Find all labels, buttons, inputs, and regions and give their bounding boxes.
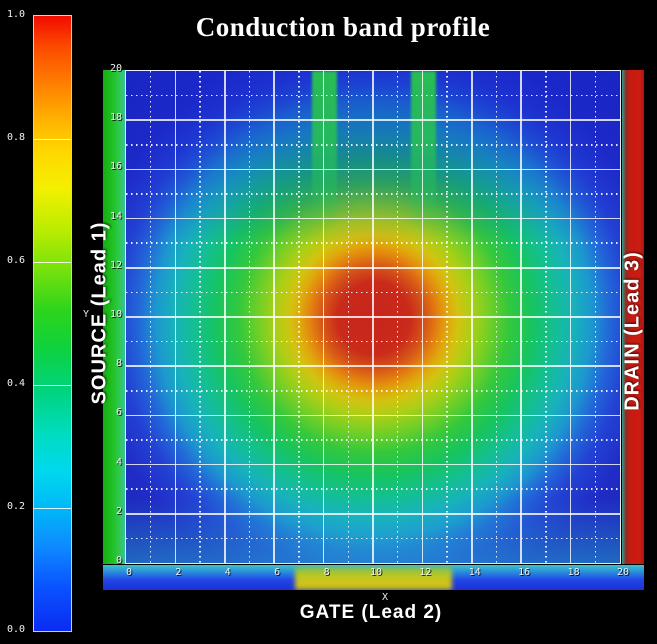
grid-line-horizontal: [126, 316, 620, 318]
colorbar-tick-label: 0.0: [7, 624, 26, 635]
grid-line-vertical-minor: [396, 71, 399, 563]
colorbar-tick-label: 0.8: [7, 132, 26, 143]
grid-line-horizontal-minor: [126, 488, 620, 490]
x-tick-label: 12: [419, 567, 432, 578]
barrier-stripe-left: [312, 71, 337, 236]
grid-line-horizontal-minor: [126, 340, 620, 343]
grid-line-horizontal-minor: [126, 94, 620, 97]
colorbar-tick-label: 0.2: [7, 501, 26, 512]
colorbar-tick: [34, 385, 71, 386]
grid-line-horizontal-minor: [126, 439, 620, 441]
colorbar-tick-label: 1.0: [7, 9, 26, 20]
gate-lead-bar: [295, 567, 452, 590]
colorbar-tick-label: 0.6: [7, 255, 26, 266]
colorbar-tick: [34, 139, 71, 140]
grid-line-horizontal: [126, 414, 620, 417]
x-tick-label: 8: [323, 567, 330, 578]
drain-lead-label: DRAIN (Lead 3): [621, 251, 644, 411]
drain-lead-bar: [622, 70, 644, 564]
grid-line-horizontal-minor: [126, 390, 620, 392]
grid-line-horizontal: [126, 168, 620, 171]
x-axis-label: X: [382, 592, 389, 603]
y-tick-label: 10: [109, 309, 122, 320]
grid-line-vertical-minor: [248, 71, 251, 563]
barrier-stripe-right: [411, 71, 436, 236]
y-tick-label: 6: [115, 407, 122, 419]
grid-line-vertical-minor: [594, 71, 597, 563]
page-title: Conduction band profile: [195, 12, 491, 42]
y-tick-label: 16: [109, 161, 122, 173]
colorbar-tick-label: 0.4: [7, 378, 26, 389]
y-tick-label: 12: [109, 259, 122, 271]
y-tick-label: 4: [115, 456, 122, 468]
grid-line-vertical-minor: [347, 71, 350, 563]
y-tick-label: 14: [109, 210, 122, 222]
gate-lead-label: GATE (Lead 2): [299, 602, 443, 623]
y-tick-label: 2: [115, 505, 122, 517]
grid-line-horizontal: [126, 513, 620, 515]
grid-line-horizontal: [126, 119, 620, 121]
grid-line-vertical-minor: [495, 71, 498, 563]
colorbar-tick: [34, 262, 71, 263]
x-tick-label: 2: [175, 567, 182, 578]
y-tick-label: 20: [109, 63, 122, 74]
y-tick-label: 0: [115, 555, 122, 566]
x-tick-label: 6: [274, 567, 281, 578]
source-lead-bar: [103, 70, 125, 564]
colorbar-gradient: [33, 15, 72, 632]
grid-line-horizontal: [126, 463, 620, 466]
grid-line-vertical-minor: [298, 71, 300, 563]
x-tick-label: 0: [125, 567, 133, 578]
x-tick-label: 16: [518, 567, 531, 578]
grid-line-vertical-minor: [199, 71, 201, 563]
colorbar-tick: [34, 508, 71, 509]
grid-line-vertical-minor: [545, 71, 547, 563]
grid-line-horizontal-minor: [126, 537, 620, 540]
y-tick-label: 18: [109, 112, 122, 124]
x-tick-label: 10: [369, 567, 383, 578]
grid-line-horizontal-minor: [126, 242, 620, 244]
x-tick-label: 18: [567, 567, 580, 578]
grid-line-vertical-minor: [149, 71, 152, 563]
x-tick-label: 20: [616, 567, 630, 578]
grid-line-horizontal: [126, 217, 620, 220]
x-tick-label: 4: [224, 567, 231, 578]
grid-line-horizontal: [126, 267, 620, 269]
x-tick-label: 14: [468, 567, 481, 578]
plot-area: [125, 70, 621, 564]
y-axis-label: Y: [83, 309, 90, 320]
grid-line-horizontal: [126, 365, 620, 367]
y-tick-label: 8: [115, 358, 122, 370]
bottom-boundary-strip: [103, 565, 644, 590]
grid-line-horizontal-minor: [126, 291, 620, 294]
grid-line-horizontal-minor: [126, 193, 620, 195]
source-lead-label: SOURCE (Lead 1): [88, 221, 111, 405]
grid-line-horizontal-minor: [126, 144, 620, 146]
grid-line-vertical-minor: [446, 71, 448, 563]
